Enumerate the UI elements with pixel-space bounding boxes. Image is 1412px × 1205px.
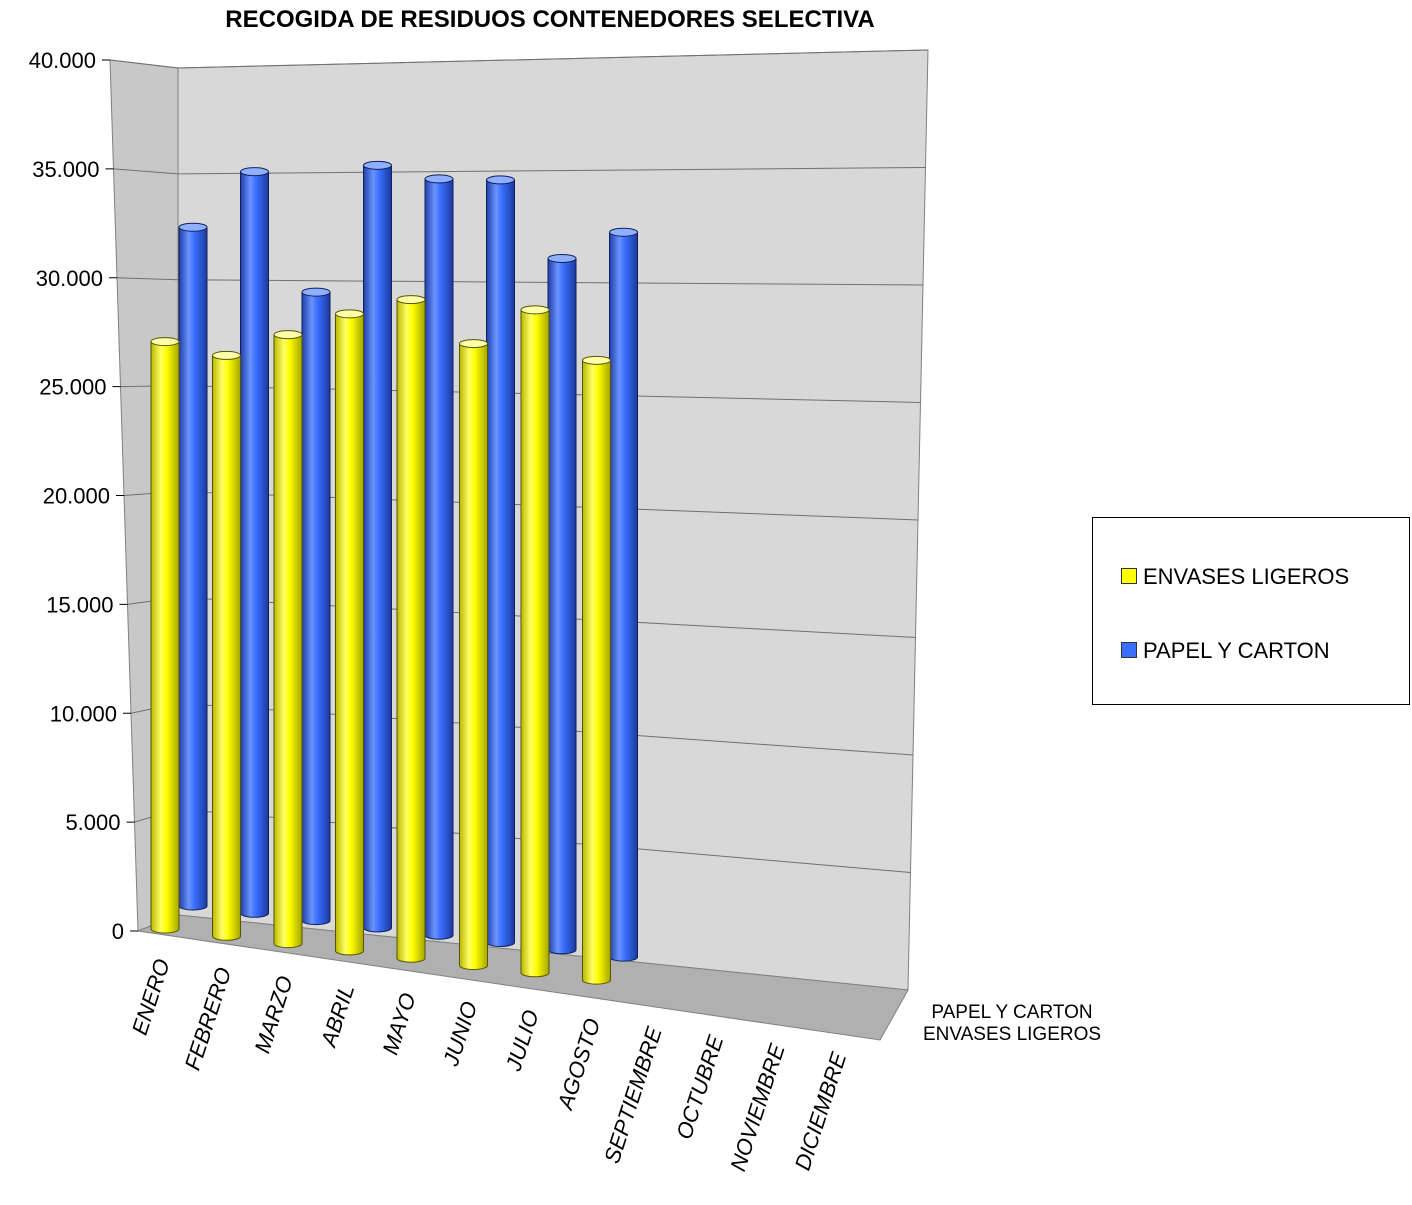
- y-tick-label: 30.000: [36, 266, 103, 291]
- bar-envases-marzo: [273, 330, 303, 949]
- x-tick-label: ENERO: [127, 956, 175, 1038]
- legend-item-envases: ENVASES LIGEROS: [1121, 564, 1349, 590]
- bar-papel-julio: [547, 253, 577, 955]
- gridline-side: [116, 277, 179, 281]
- x-tick-label: MARZO: [249, 973, 297, 1056]
- x-tick-label: OCTUBRE: [671, 1032, 728, 1142]
- x-tick-label: AGOSTO: [552, 1015, 605, 1114]
- y-tick-label: 20.000: [43, 484, 110, 509]
- y-tick-label: 40.000: [29, 48, 96, 73]
- legend-label-envases: ENVASES LIGEROS: [1143, 564, 1350, 589]
- bar-papel-febrero: [240, 167, 269, 918]
- depth-tick-label: PAPEL Y CARTON: [931, 1002, 1092, 1023]
- legend-item-papel: PAPEL Y CARTON: [1121, 638, 1330, 664]
- y-tick-label: 0: [112, 919, 124, 944]
- bar-envases-junio: [459, 339, 488, 970]
- legend-label-papel: PAPEL Y CARTON: [1143, 638, 1330, 663]
- bar-papel-enero: [178, 222, 208, 911]
- gridline: [177, 167, 926, 175]
- y-tick-label: 10.000: [50, 701, 117, 726]
- y-tick-label: 35.000: [32, 157, 99, 182]
- x-tick-label: JULIO: [500, 1007, 543, 1075]
- depth-tick-label: ENVASES LIGEROS: [923, 1024, 1101, 1045]
- bar-envases-agosto: [582, 355, 611, 985]
- x-tick-label: MAYO: [377, 990, 420, 1058]
- y-tick-label: 15.000: [46, 592, 113, 617]
- gridline-side: [109, 59, 179, 69]
- x-tick-label: NOVIEMBRE: [725, 1041, 790, 1175]
- chart-title: RECOGIDA DE RESIDUOS CONTENEDORES SELECT…: [225, 6, 875, 33]
- bar-papel-junio: [486, 175, 515, 947]
- bar-envases-julio: [520, 305, 550, 978]
- x-tick-label: ABRIL: [315, 981, 359, 1051]
- x-tick-label: DICIEMBRE: [790, 1049, 852, 1173]
- legend-swatch-papel: [1121, 642, 1137, 659]
- bar-envases-abril: [335, 309, 364, 956]
- y-tick-label: 25.000: [39, 375, 106, 400]
- bar-papel-marzo: [301, 287, 331, 926]
- y-tick-label: 5.000: [65, 810, 120, 835]
- bar-papel-mayo: [424, 174, 454, 940]
- x-tick-label: FEBRERO: [180, 964, 237, 1073]
- bar-papel-abril: [363, 160, 392, 933]
- bar-envases-mayo: [396, 295, 426, 963]
- legend-swatch-envases: [1121, 568, 1137, 585]
- x-tick-label: JUNIO: [438, 998, 482, 1069]
- bar-envases-enero: [150, 337, 180, 934]
- chart-bars: [150, 160, 638, 985]
- bar-envases-febrero: [212, 350, 241, 941]
- gridline-side: [113, 168, 179, 175]
- legend: ENVASES LIGEROS PAPEL Y CARTON: [1092, 517, 1410, 705]
- bar-papel-agosto: [609, 227, 638, 962]
- x-tick-label: SEPTIEMBRE: [599, 1024, 667, 1167]
- gridline: [177, 49, 929, 69]
- y-axis-ticks: 0 5.000 10.000 15.000 20.000 25.000 30.000 35.0…: [29, 48, 138, 944]
